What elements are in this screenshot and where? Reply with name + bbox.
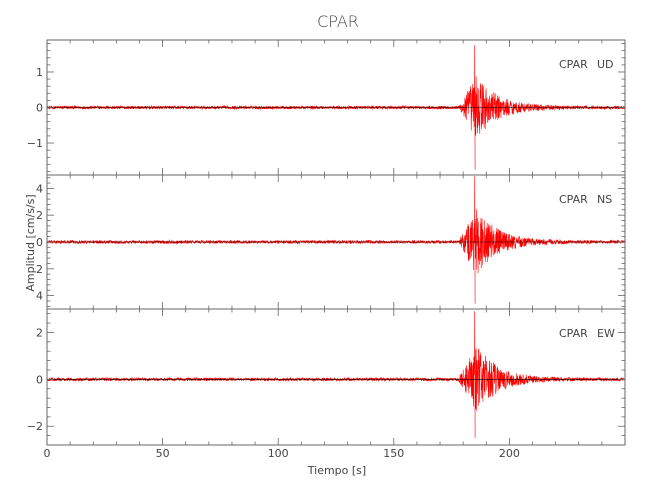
y-tick-label: 0 [36, 373, 43, 386]
waveform-trace-ns [46, 176, 626, 304]
component-name: NS [597, 193, 612, 206]
x-axis-ticks: 0 50 100 150 200 [44, 447, 520, 460]
y-axis-label: Amplitud [cm/s/s] [24, 194, 37, 291]
station-name: CPAR [559, 193, 588, 206]
station-name: CPAR [559, 327, 588, 340]
y-tick-label: 1 [36, 66, 43, 79]
waveform-trace-ew [46, 311, 626, 439]
y-tick-label: −1 [27, 137, 43, 150]
y-tick-label: 2 [36, 263, 43, 276]
panel-annotation: CPAR NS [559, 193, 612, 206]
component-name: EW [597, 327, 615, 340]
panel-frame [46, 308, 626, 446]
station-name: CPAR [559, 58, 588, 71]
x-tick-label: 100 [268, 447, 289, 460]
x-tick-label: 150 [383, 447, 404, 460]
y-tick-label: 0 [36, 102, 43, 115]
y-tick-label: 2 [36, 209, 43, 222]
panel-annotation: CPAR EW [559, 327, 615, 340]
panel-ew: 2 0 −2 CPAR EW [27, 308, 626, 446]
panels-group: 1 0 −1 CPAR UD 4 2 0 2 4 CPAR NS 2 0 −2 CPAR EW [27, 39, 626, 446]
y-tick-label: 4 [36, 290, 43, 303]
y-tick-label: 4 [36, 182, 43, 195]
panel-annotation: CPAR UD [559, 58, 614, 71]
y-tick-label: 0 [36, 236, 43, 249]
waveform-trace-ud [46, 45, 626, 170]
x-tick-label: 200 [499, 447, 520, 460]
panel-ud: 1 0 −1 CPAR UD [27, 39, 626, 176]
x-tick-label: 50 [156, 447, 170, 460]
chart-title: CPAR [317, 12, 359, 31]
panel-ns: 4 2 0 2 4 CPAR NS [36, 174, 626, 310]
y-tick-label: −2 [27, 420, 43, 433]
component-name: UD [597, 58, 614, 71]
x-axis-label: Tiempo [s] [307, 464, 366, 477]
y-tick-label: 2 [36, 326, 43, 339]
x-tick-label: 0 [44, 447, 51, 460]
